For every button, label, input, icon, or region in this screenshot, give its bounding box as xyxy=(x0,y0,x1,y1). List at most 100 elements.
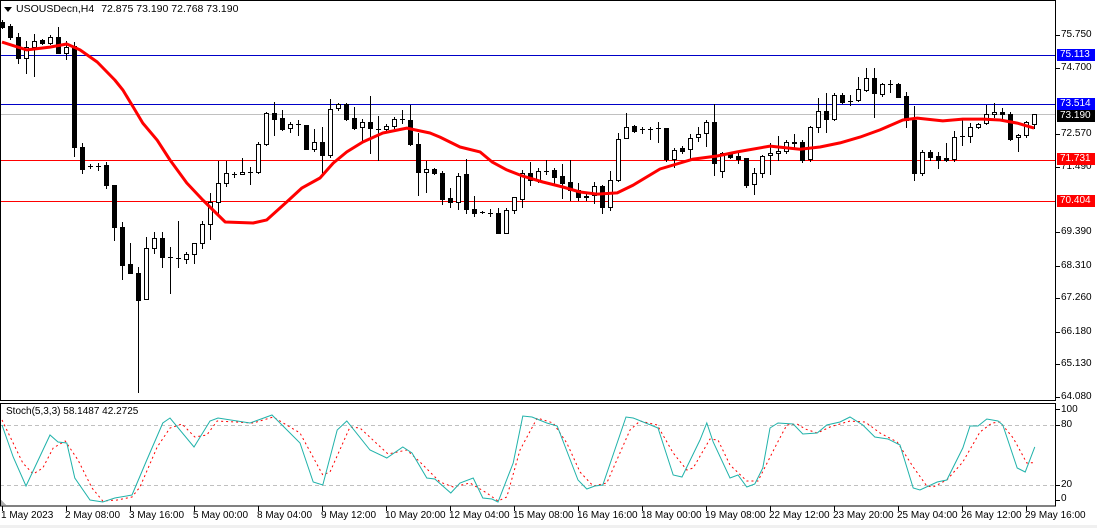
candle xyxy=(104,162,109,189)
candle xyxy=(464,159,469,214)
candle xyxy=(680,146,685,154)
candle xyxy=(288,122,293,133)
stoch-main-line xyxy=(1,414,1036,503)
price-tick-label: 74.700 xyxy=(1061,62,1092,73)
candle xyxy=(552,168,557,184)
time-tick-label: 22 May 12:00 xyxy=(769,510,830,521)
candle xyxy=(48,35,53,45)
candle xyxy=(328,99,333,158)
candle xyxy=(88,164,93,169)
candle xyxy=(760,155,765,178)
candle xyxy=(736,153,741,164)
candle xyxy=(280,110,285,131)
price-tick-label: 69.390 xyxy=(1061,226,1092,237)
candle xyxy=(408,105,413,146)
candle xyxy=(440,171,445,205)
candle xyxy=(968,123,973,143)
candle xyxy=(528,162,533,186)
moving-average-line xyxy=(1,40,1035,225)
candle xyxy=(936,152,941,169)
candle xyxy=(824,93,829,133)
stoch-tick-label: 80 xyxy=(1061,419,1073,430)
candle xyxy=(248,167,253,185)
candle xyxy=(712,104,717,176)
time-tick-label: 10 May 20:00 xyxy=(385,510,446,521)
candle xyxy=(920,150,925,176)
price-panel-border xyxy=(0,0,1056,401)
candle xyxy=(880,83,885,97)
time-tick-label: 25 May 04:00 xyxy=(897,510,958,521)
time-tick-label: 23 May 20:00 xyxy=(833,510,894,521)
candle xyxy=(336,103,341,111)
time-tick-label: 3 May 16:00 xyxy=(129,510,185,521)
price-tick-label: 66.180 xyxy=(1061,326,1092,337)
time-tick-label: 9 May 12:00 xyxy=(321,510,377,521)
price-axis[interactable]: 75.750 74.700 72.570 71.490 69.390 68.31… xyxy=(1057,0,1097,402)
candle xyxy=(392,117,397,129)
price-tick-label: 65.130 xyxy=(1061,358,1092,369)
bottom-scrollbar-strip[interactable] xyxy=(0,525,1097,528)
candle xyxy=(504,208,509,234)
time-tick-label: 19 May 08:00 xyxy=(705,510,766,521)
candle xyxy=(168,247,173,294)
candle xyxy=(976,123,981,129)
candle xyxy=(752,168,757,195)
stoch-panel-border xyxy=(0,403,1056,507)
candle xyxy=(256,142,261,174)
dropdown-triangle-icon[interactable] xyxy=(4,6,12,12)
chart-header: USOUSDecn,H4 72.875 73.190 72.768 73.190 xyxy=(4,2,238,16)
candle xyxy=(184,252,189,264)
candle xyxy=(704,120,709,147)
candle xyxy=(368,96,373,154)
candle xyxy=(312,129,317,152)
price-line-tag-resistance-upper: 75.113 xyxy=(1057,49,1095,61)
candle xyxy=(1032,114,1037,129)
time-tick-label: 12 May 04:00 xyxy=(449,510,510,521)
candle xyxy=(792,134,797,148)
candle xyxy=(216,161,221,214)
candle xyxy=(776,136,781,161)
candle xyxy=(888,80,893,93)
candle xyxy=(640,127,645,134)
candle xyxy=(80,143,85,174)
candle xyxy=(568,160,573,201)
candle xyxy=(896,83,901,98)
price-line-tag-support: 71.731 xyxy=(1057,153,1095,165)
candle xyxy=(40,39,45,45)
candle xyxy=(768,143,773,175)
candle xyxy=(816,98,821,133)
candle xyxy=(1024,121,1029,138)
candle xyxy=(984,105,989,125)
candle xyxy=(864,68,869,92)
candle xyxy=(856,77,861,102)
candle xyxy=(208,193,213,240)
candle xyxy=(160,232,165,268)
candle xyxy=(648,127,653,140)
candle xyxy=(512,197,517,214)
stoch-signal-line xyxy=(1,416,1034,502)
candle xyxy=(472,196,477,217)
stochastic-axis[interactable]: 100 80 20 0 xyxy=(1057,403,1097,507)
candle xyxy=(872,68,877,118)
price-panel[interactable] xyxy=(0,20,1056,393)
price-tick-label: 68.310 xyxy=(1061,260,1092,271)
price-line-tag-resistance: 73.514 xyxy=(1057,98,1095,110)
candle xyxy=(24,41,29,74)
time-tick-label: 18 May 00:00 xyxy=(641,510,702,521)
candle xyxy=(240,158,245,175)
time-axis[interactable]: 1 May 2023 2 May 08:00 3 May 16:00 5 May… xyxy=(0,507,1097,525)
candle xyxy=(1,20,5,29)
stoch-tick-label: 100 xyxy=(1061,404,1078,415)
candle xyxy=(944,143,949,162)
candle xyxy=(744,158,749,188)
candle xyxy=(840,93,845,104)
candle xyxy=(72,42,77,157)
stochastic-panel[interactable] xyxy=(0,414,1056,503)
candle xyxy=(232,172,237,178)
candle xyxy=(848,95,853,106)
candle xyxy=(384,124,389,131)
candle xyxy=(136,267,141,393)
candle xyxy=(264,112,269,146)
candle xyxy=(656,122,661,143)
